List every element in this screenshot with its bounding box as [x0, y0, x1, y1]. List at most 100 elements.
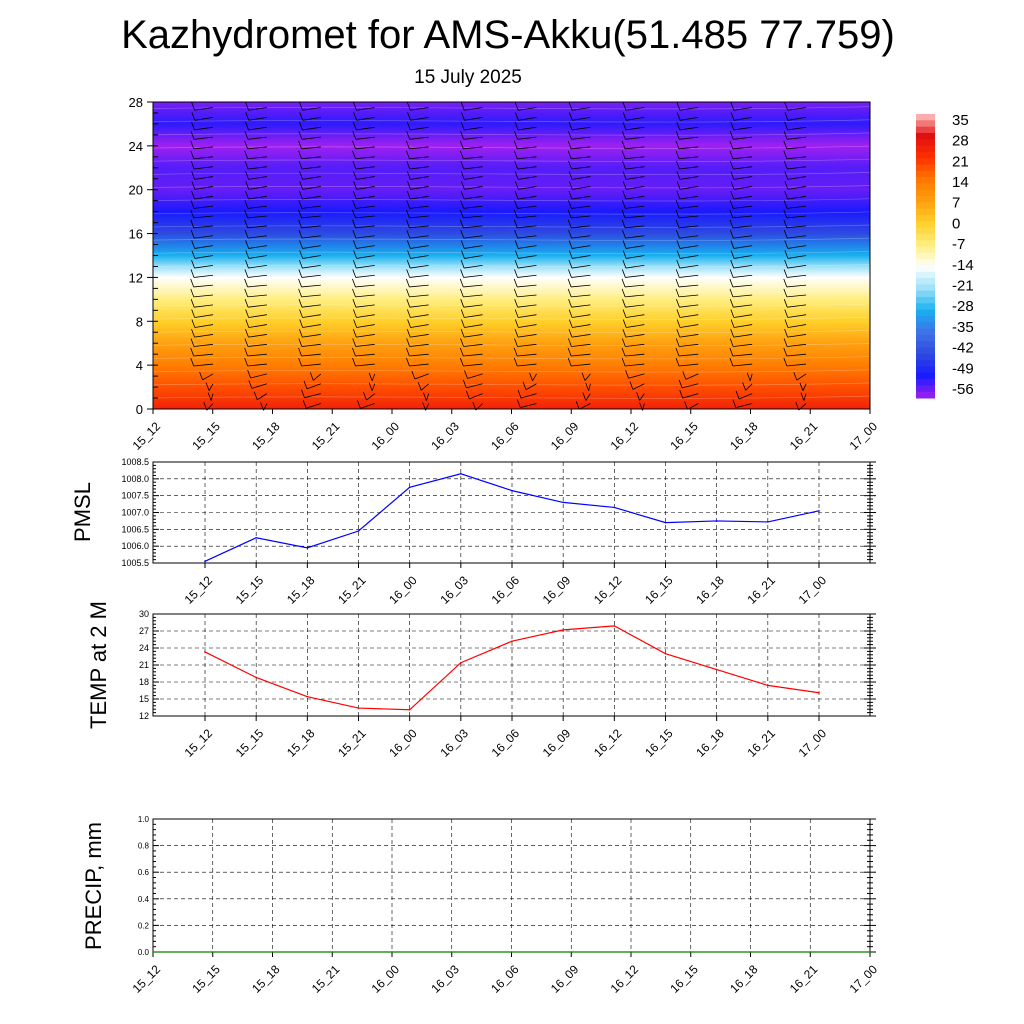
contour-line [152, 343, 871, 347]
wind-barb-flag [513, 357, 518, 367]
wind-barb-flag [567, 288, 572, 298]
colorbar-swatch [916, 303, 935, 311]
wind-barb [625, 304, 645, 308]
wind-barb [733, 166, 753, 170]
wind-barb-flag [568, 269, 572, 278]
contour-line [152, 290, 871, 294]
wind-barb [464, 324, 483, 328]
wind-barb [306, 403, 321, 409]
wind-barb [464, 264, 483, 269]
wind-barb-flag [730, 259, 735, 269]
wind-barb [680, 255, 699, 259]
wind-barb-flag [244, 209, 248, 219]
wind-barb [732, 363, 753, 367]
wind-barb [517, 274, 537, 278]
colorbar-swatch [916, 240, 935, 248]
wind-barb [517, 284, 537, 288]
data-point [450, 951, 453, 953]
wind-barb [625, 314, 645, 318]
data-point [152, 951, 154, 953]
wind-barb [732, 156, 753, 160]
wind-barb-flag [676, 160, 680, 170]
colorbar-label: 14 [952, 174, 969, 191]
wind-barb [625, 343, 645, 347]
y-tick-label: 1005.5 [121, 558, 149, 568]
wind-barb-flag [621, 278, 626, 288]
contour-line [152, 250, 871, 254]
data-point [715, 668, 718, 671]
wind-barb [409, 136, 429, 140]
wind-barb [193, 343, 214, 347]
y-tick-label: 15 [139, 694, 149, 704]
wind-barb-flag [676, 309, 681, 318]
x-tick-label: 15_12 [130, 419, 164, 453]
wind-barb-flag [407, 250, 411, 259]
y-tick-label: 1006.5 [121, 524, 149, 534]
wind-barb-flag [676, 319, 681, 328]
wind-barb-flag [514, 250, 519, 259]
y-tick-label: 0.0 [138, 948, 150, 957]
wind-barb-flag [298, 131, 303, 140]
wind-barb [517, 343, 537, 347]
wind-barb [304, 393, 321, 399]
wind-barb-flag [459, 219, 464, 228]
wind-barb [356, 264, 375, 269]
data-point [255, 536, 257, 539]
wind-barb-flag [298, 209, 302, 219]
x-tick-label: 16_18 [693, 573, 727, 607]
wind-barb-flag [514, 328, 519, 338]
x-tick-label: 17_00 [796, 726, 830, 760]
wind-barb [682, 383, 699, 389]
wind-barb-flag [514, 181, 519, 190]
wind-barb-flag [621, 219, 626, 228]
colorbar-swatch [916, 334, 935, 342]
colorbar-swatch [916, 233, 935, 241]
wind-barb [679, 264, 699, 269]
data-point [818, 691, 820, 694]
wind-barb-flag [405, 278, 410, 288]
wind-barb [356, 245, 375, 249]
wind-barb [525, 383, 537, 391]
wind-barb [678, 225, 699, 229]
wind-barb-flag [417, 382, 422, 391]
wind-barb-flag [460, 121, 465, 131]
colorbar-label: -56 [952, 381, 974, 398]
wind-barb-flag [190, 140, 195, 149]
wind-barb [414, 373, 429, 380]
colorbar-swatch [916, 227, 935, 235]
wind-barb [464, 334, 483, 338]
wind-barb [802, 383, 807, 391]
wind-barb-flag [406, 259, 411, 269]
wind-barb [301, 294, 321, 298]
wind-barb [301, 274, 321, 278]
wind-barb-flag [675, 209, 680, 219]
wind-barb [464, 176, 483, 180]
x-tick-label: 16_00 [386, 573, 420, 607]
wind-barb-flag [622, 112, 627, 121]
x-tick-label: 16_18 [727, 962, 761, 996]
chart-title: Kazhydromet for AMS-Akku(51.485 77.759) [121, 13, 895, 57]
wind-barb [248, 166, 267, 170]
wind-barb-flag [784, 181, 789, 190]
wind-barb-flag [567, 150, 572, 159]
y-tick-label: 0.2 [138, 921, 150, 930]
wind-barb [803, 393, 807, 401]
wind-barb [532, 373, 537, 381]
colorbar-swatch [916, 366, 935, 374]
wind-barb [410, 107, 429, 111]
wind-barb [464, 245, 483, 249]
wind-barb [787, 126, 807, 131]
x-tick-label: 15_18 [284, 573, 318, 607]
wind-barb-flag [568, 240, 573, 249]
y-tick-label: 18 [139, 677, 149, 687]
wind-barb-flag [730, 102, 735, 111]
wind-barb-flag [582, 392, 587, 401]
wind-barb [678, 215, 699, 219]
wind-barb [625, 215, 645, 219]
wind-barb-flag [514, 160, 519, 170]
wind-barb-flag [461, 319, 465, 328]
wind-barb [193, 215, 214, 219]
colorbar-swatch [916, 139, 935, 147]
wind-barb [571, 334, 591, 338]
wind-barb [420, 383, 429, 391]
